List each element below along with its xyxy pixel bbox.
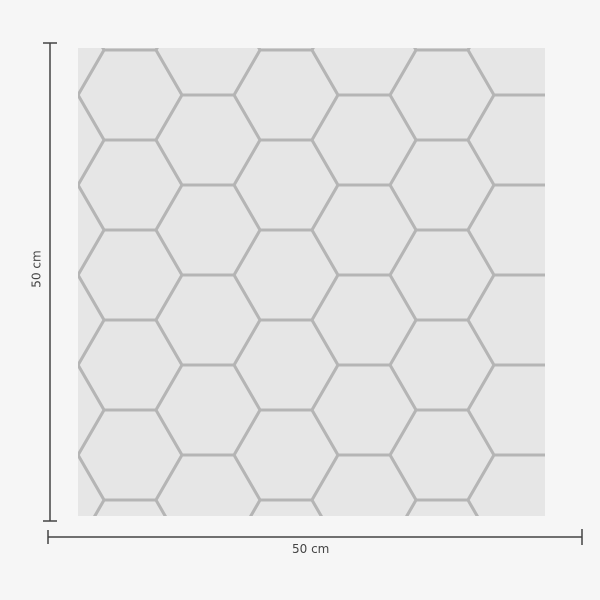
width-dimension-line xyxy=(47,529,583,545)
width-label: 50 cm xyxy=(292,542,330,556)
height-dimension-line xyxy=(43,42,57,522)
height-label: 50 cm xyxy=(29,250,44,288)
hexagon-tiles xyxy=(78,48,545,516)
hexagon-tile-panel xyxy=(78,48,545,516)
